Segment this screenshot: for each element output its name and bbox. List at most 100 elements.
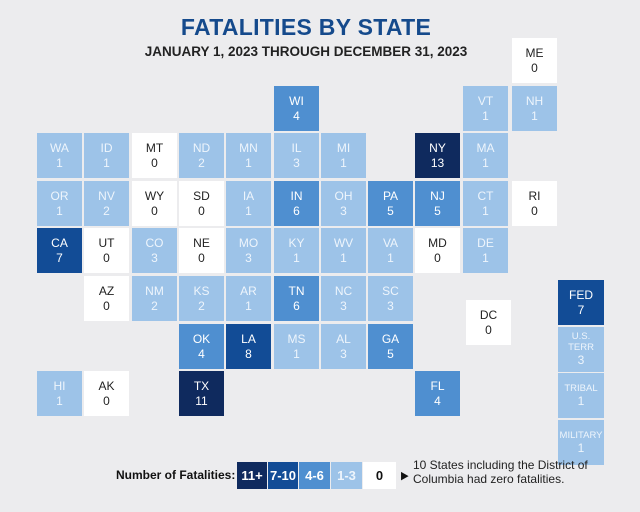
tile-code: CT <box>477 188 494 203</box>
tile-code: AZ <box>98 283 115 298</box>
tile-tribal: TRIBAL 1 <box>558 373 604 418</box>
tile-value: 1 <box>56 155 63 170</box>
tile-nj: NJ 5 <box>415 181 460 226</box>
tile-mi: MI 1 <box>321 133 366 178</box>
tile-code: WY <box>144 188 165 203</box>
tile-value: 13 <box>430 155 445 170</box>
tile-value: 2 <box>198 298 205 313</box>
tile-ks: KS 2 <box>179 276 224 321</box>
tile-code: CO <box>145 235 164 250</box>
tile-nh: NH 1 <box>512 86 557 131</box>
tile-code: MO <box>238 235 259 250</box>
tile-value: 4 <box>198 346 205 361</box>
tile-code: OR <box>50 188 69 203</box>
tile-value: 1 <box>103 155 110 170</box>
tile-value: 3 <box>577 352 585 367</box>
tile-value: 4 <box>293 108 300 123</box>
tile-va: VA 1 <box>368 228 413 273</box>
tile-value: 1 <box>293 250 300 265</box>
tile-value: 6 <box>293 203 300 218</box>
tile-code: MN <box>239 140 258 155</box>
tile-code: DE <box>477 235 494 250</box>
tile-code: ME <box>525 45 544 60</box>
tile-value: 5 <box>387 346 394 361</box>
tile-code: KS <box>193 283 210 298</box>
tile-value: 1 <box>245 203 252 218</box>
tile-value: 0 <box>531 60 538 75</box>
tile-value: 0 <box>103 250 110 265</box>
tile-code: SD <box>193 188 210 203</box>
tile-code: GA <box>381 331 400 346</box>
tile-code: OK <box>192 331 211 346</box>
tile-wa: WA 1 <box>37 133 82 178</box>
tile-code: NV <box>98 188 115 203</box>
tile-value: 0 <box>103 298 110 313</box>
tile-value: 1 <box>482 250 489 265</box>
tile-value: 2 <box>103 203 110 218</box>
tile-value: 3 <box>387 298 394 313</box>
tile-code: TRIBAL <box>564 382 598 394</box>
tile-code: AR <box>240 283 257 298</box>
tile-code: MA <box>476 140 495 155</box>
tile-code: VA <box>382 235 399 250</box>
tile-wi: WI 4 <box>274 86 319 131</box>
tile-de: DE 1 <box>463 228 508 273</box>
chart-subtitle: JANUARY 1, 2023 THROUGH DECEMBER 31, 202… <box>144 44 468 59</box>
tile-sc: SC 3 <box>368 276 413 321</box>
tile-value: 1 <box>482 203 489 218</box>
tile-value: 1 <box>245 298 252 313</box>
tile-value: 11 <box>195 393 208 408</box>
arrow-right-icon: ▶ <box>401 469 409 482</box>
tile-oh: OH 3 <box>321 181 366 226</box>
tile-code: MI <box>336 140 351 155</box>
tile-value: 0 <box>198 250 205 265</box>
tile-fed: FED 7 <box>558 280 604 325</box>
chart-title: FATALITIES BY STATE <box>180 14 432 40</box>
tile-fl: FL 4 <box>415 371 460 416</box>
tile-ny: NY 13 <box>415 133 460 178</box>
tile-code: ND <box>192 140 211 155</box>
tile-value: 6 <box>293 298 300 313</box>
tile-nc: NC 3 <box>321 276 366 321</box>
tile-code: NJ <box>430 188 445 203</box>
tile-value: 5 <box>387 203 394 218</box>
legend-bin: 11+ <box>237 462 267 489</box>
tile-code: AL <box>336 331 351 346</box>
tile-tx: TX 11 <box>179 371 224 416</box>
tile-code: AK <box>98 378 115 393</box>
tile-in: IN 6 <box>274 181 319 226</box>
tile-value: 1 <box>245 155 252 170</box>
tile-ak: AK 0 <box>84 371 129 416</box>
tile-code: NH <box>525 93 544 108</box>
tile-value: 1 <box>340 250 347 265</box>
tile-code: TN <box>288 283 305 298</box>
tile-code: DC <box>479 307 498 322</box>
tile-code: VT <box>477 93 494 108</box>
tile-value: 1 <box>56 393 63 408</box>
tile-value: 1 <box>531 108 538 123</box>
tile-value: 2 <box>151 298 158 313</box>
tile-value: 2 <box>198 155 205 170</box>
legend-bin: 4-6 <box>299 462 330 489</box>
tile-code: MT <box>145 140 164 155</box>
legend-bin: 7-10 <box>268 462 298 489</box>
tile-code: HI <box>53 378 66 393</box>
tile-code: SC <box>382 283 399 298</box>
tile-ma: MA 1 <box>463 133 508 178</box>
legend-bin: 0 <box>363 462 396 489</box>
tile-value: 3 <box>340 203 347 218</box>
tile-code: OH <box>334 188 353 203</box>
tile-value: 3 <box>151 250 158 265</box>
tile-pa: PA 5 <box>368 181 413 226</box>
tile-code: TX <box>193 378 210 393</box>
tile-code: ID <box>100 140 113 155</box>
tile-code: IA <box>242 188 255 203</box>
tile-code: U.S. TERR <box>568 330 594 353</box>
tile-nd: ND 2 <box>179 133 224 178</box>
tile-value: 3 <box>293 155 300 170</box>
tile-value: 7 <box>577 302 585 317</box>
tile-value: 5 <box>434 203 441 218</box>
tile-code: FL <box>430 378 445 393</box>
tile-code: IL <box>291 140 302 155</box>
tile-la: LA 8 <box>226 324 271 369</box>
